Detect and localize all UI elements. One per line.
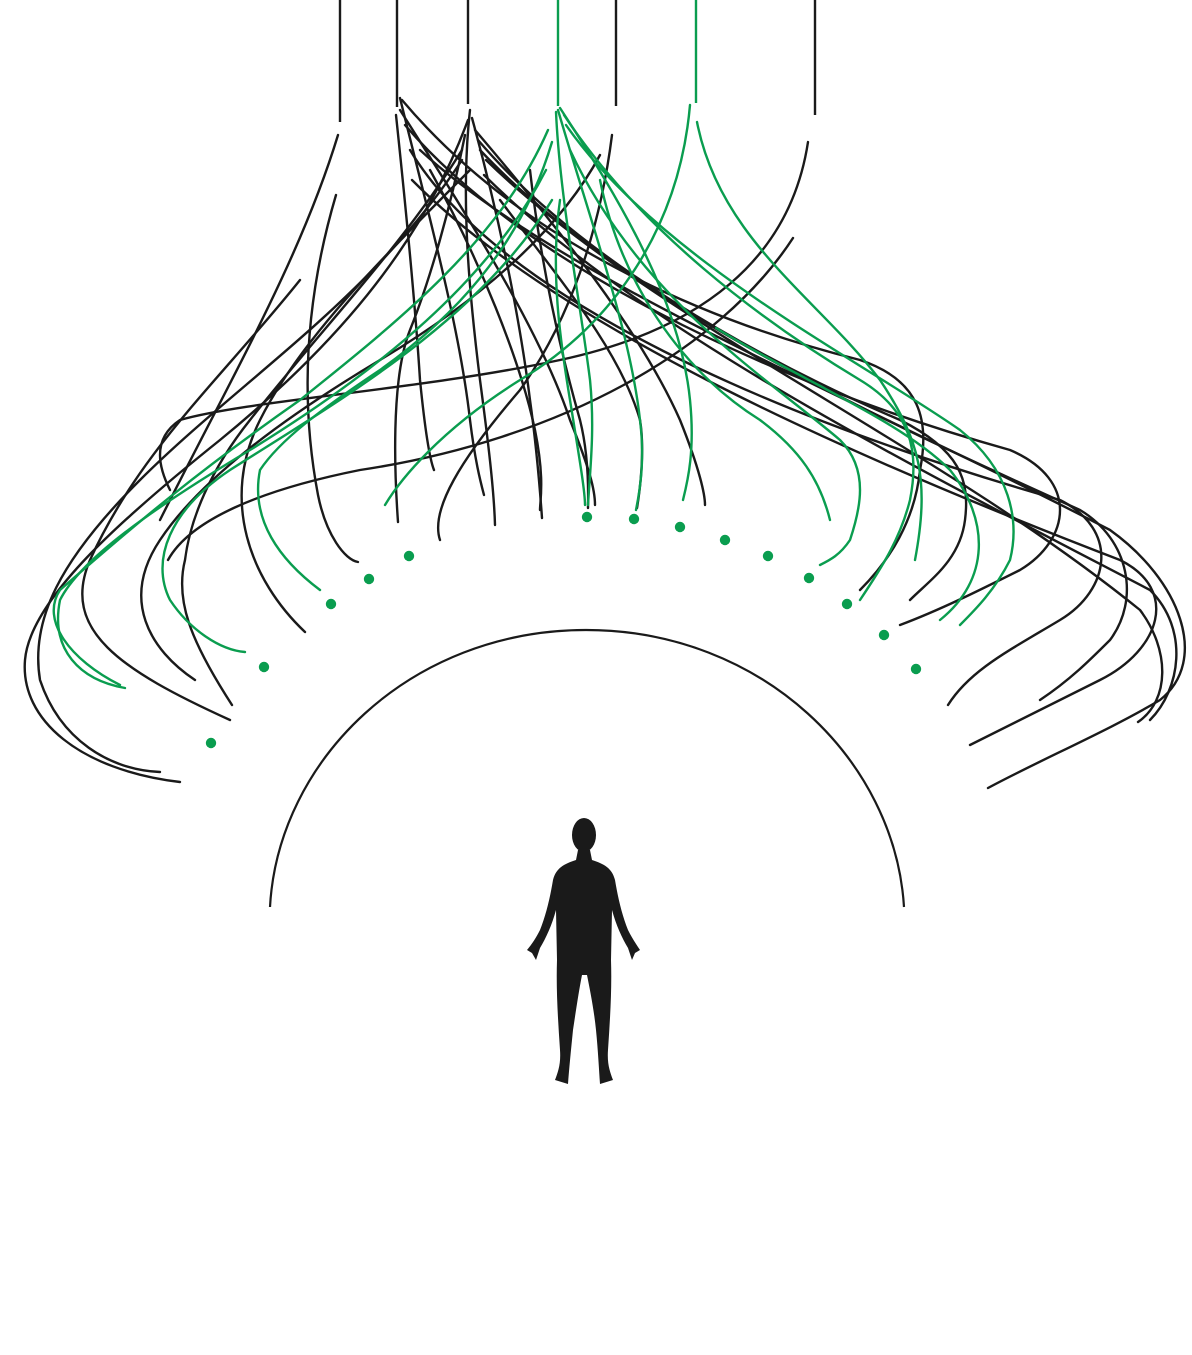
black-cable (166, 236, 795, 562)
green-cable (695, 120, 923, 562)
black-cable (408, 148, 1103, 707)
green-cable (598, 178, 832, 522)
green-cable (161, 198, 554, 654)
black-cable (470, 116, 544, 520)
black-cable (240, 168, 472, 634)
black-cable (393, 133, 467, 524)
light-point (628, 513, 640, 525)
light-point (205, 737, 217, 749)
dome-arc (268, 628, 906, 908)
human-figure-silhouette (527, 818, 640, 1084)
green-cable (383, 103, 692, 507)
black-cable (398, 108, 597, 507)
figure-head (572, 818, 596, 852)
green-cable (554, 110, 594, 507)
black-cable (528, 168, 590, 510)
light-point (674, 521, 686, 533)
black-cable (464, 108, 497, 527)
green-cable (562, 113, 915, 602)
green-cable (556, 108, 644, 512)
light-point (841, 598, 853, 610)
black-cable (81, 278, 302, 722)
light-point (403, 550, 415, 562)
light-points (205, 511, 922, 749)
black-cable (410, 178, 1158, 747)
light-point (762, 550, 774, 562)
light-point (910, 663, 922, 675)
green-cable (568, 148, 862, 567)
light-point (878, 629, 890, 641)
green-cable (52, 128, 550, 687)
black-cable (36, 158, 464, 774)
black-cable (403, 123, 1062, 627)
figure-body (527, 850, 640, 1084)
light-point (258, 661, 270, 673)
black-cable (400, 98, 925, 592)
black-cable (398, 96, 486, 497)
black-cable (482, 173, 1178, 722)
green-cable (256, 140, 554, 592)
black-cable (180, 148, 464, 707)
black-cable (484, 158, 1164, 724)
black-cable (436, 133, 614, 542)
light-point (581, 511, 593, 523)
black-cable (306, 193, 360, 564)
green-cable (564, 123, 1015, 627)
black-cable (140, 153, 602, 682)
cable-bundle (23, 96, 1186, 790)
green-cable (554, 198, 587, 507)
suspension-lines (338, 0, 817, 122)
black-cable (23, 118, 470, 784)
black-cable (158, 140, 810, 492)
light-point (719, 534, 731, 546)
green-cable (57, 168, 548, 690)
light-point (325, 598, 337, 610)
light-point (363, 573, 375, 585)
black-cable (428, 168, 543, 512)
light-point (803, 572, 815, 584)
green-cable (714, 326, 980, 622)
